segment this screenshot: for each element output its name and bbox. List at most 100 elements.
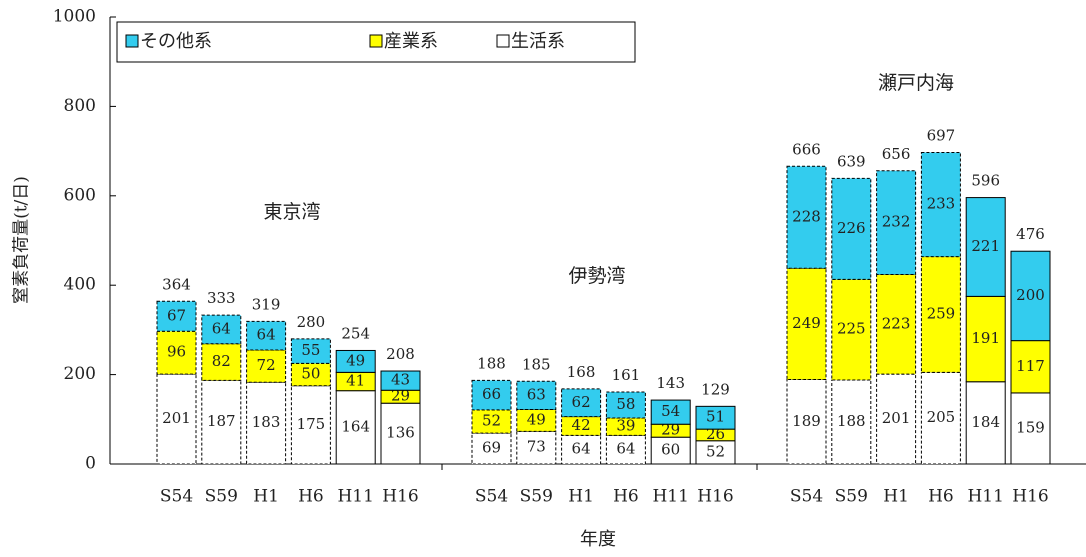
x-tick-label: H1 xyxy=(253,487,279,507)
bar-segment xyxy=(290,385,331,465)
total-label: 161 xyxy=(612,366,641,384)
bar-segment xyxy=(605,391,646,419)
bar-segment xyxy=(695,405,736,430)
bar-segment xyxy=(471,409,512,434)
bar-segment xyxy=(471,379,512,411)
bar-segment xyxy=(516,430,557,465)
legend-swatch xyxy=(496,34,510,48)
value-label: 96 xyxy=(167,343,186,361)
total-label: 656 xyxy=(882,145,911,163)
bar-segment xyxy=(246,381,287,465)
x-tick-label: H6 xyxy=(928,487,954,507)
value-label: 64 xyxy=(616,440,635,458)
bar-segment xyxy=(831,177,872,280)
value-label: 41 xyxy=(346,372,365,390)
total-label: 129 xyxy=(701,380,730,398)
x-tick-label: H6 xyxy=(613,487,639,507)
legend-swatch xyxy=(125,34,139,48)
bar-segment xyxy=(290,362,331,387)
value-label: 259 xyxy=(927,304,956,322)
group-label: 瀬戸内海 xyxy=(878,72,954,94)
total-label: 168 xyxy=(567,363,596,381)
value-label: 66 xyxy=(482,385,501,403)
bar-segment xyxy=(201,314,242,345)
x-tick-label: H1 xyxy=(883,487,909,507)
bar-segment xyxy=(246,320,287,351)
bar-segment xyxy=(786,379,827,465)
value-label: 226 xyxy=(837,219,866,237)
value-label: 52 xyxy=(706,442,725,460)
value-label: 29 xyxy=(391,387,410,405)
legend-label: 生活系 xyxy=(511,31,565,52)
value-label: 49 xyxy=(527,410,546,428)
bar-segment xyxy=(650,436,691,465)
group-label: 東京湾 xyxy=(263,201,320,223)
value-label: 82 xyxy=(212,352,231,370)
value-label: 69 xyxy=(482,439,501,457)
x-tick-label: H11 xyxy=(652,487,688,507)
value-label: 200 xyxy=(1016,286,1045,304)
value-label: 183 xyxy=(252,413,281,431)
bar-segment xyxy=(561,434,602,465)
x-tick-label: H11 xyxy=(967,487,1003,507)
x-tick-label: S54 xyxy=(475,487,508,507)
y-tick-label: 1000 xyxy=(53,7,96,27)
bar-segment xyxy=(156,330,197,375)
bar-segment xyxy=(335,349,376,373)
value-label: 51 xyxy=(706,408,725,426)
x-tick-label: S59 xyxy=(205,487,238,507)
x-tick-label: S54 xyxy=(160,487,193,507)
total-label: 596 xyxy=(971,172,1000,190)
bar-segment xyxy=(380,402,421,465)
value-label: 228 xyxy=(792,207,821,225)
value-label: 232 xyxy=(882,213,911,231)
legend-swatch xyxy=(369,34,383,48)
bar-segment xyxy=(1010,250,1051,342)
value-label: 187 xyxy=(207,412,236,430)
bar-segment xyxy=(920,371,961,465)
value-label: 73 xyxy=(527,438,546,456)
bar-segment xyxy=(876,373,917,465)
value-label: 249 xyxy=(792,314,821,332)
bar-segment xyxy=(605,417,646,436)
bar-segment xyxy=(380,370,421,391)
bar-segment xyxy=(156,300,197,332)
bar-segment xyxy=(650,399,691,425)
total-label: 185 xyxy=(522,355,551,373)
bar-segment xyxy=(201,343,242,381)
value-label: 29 xyxy=(661,421,680,439)
bar-segment xyxy=(920,151,961,258)
value-label: 64 xyxy=(257,326,276,344)
bar-segment xyxy=(831,379,872,465)
bar-segment xyxy=(201,379,242,465)
value-label: 58 xyxy=(616,395,635,413)
bar-segment xyxy=(605,434,646,465)
value-label: 64 xyxy=(212,319,231,337)
x-tick-label: S59 xyxy=(835,487,868,507)
total-label: 143 xyxy=(656,374,685,392)
legend-label: その他系 xyxy=(140,31,212,52)
bar-segment xyxy=(786,267,827,381)
x-tick-label: H6 xyxy=(298,487,324,507)
value-label: 201 xyxy=(162,409,191,427)
value-label: 175 xyxy=(297,415,326,433)
x-axis-title: 年度 xyxy=(580,529,616,550)
bar-segment xyxy=(876,170,917,275)
x-tick-label: H16 xyxy=(1012,487,1048,507)
total-label: 639 xyxy=(837,152,866,170)
x-tick-label: H16 xyxy=(697,487,733,507)
value-label: 54 xyxy=(661,402,680,420)
total-label: 333 xyxy=(207,289,236,307)
legend-label: 産業系 xyxy=(384,31,438,52)
x-tick-label: H16 xyxy=(382,487,418,507)
value-label: 67 xyxy=(167,306,186,324)
value-label: 223 xyxy=(882,314,911,332)
value-label: 43 xyxy=(391,371,410,389)
value-label: 50 xyxy=(301,365,320,383)
value-label: 233 xyxy=(927,195,956,213)
y-tick-label: 200 xyxy=(64,364,96,384)
value-label: 205 xyxy=(927,408,956,426)
x-tick-label: S59 xyxy=(520,487,553,507)
bar-segment xyxy=(920,256,961,373)
